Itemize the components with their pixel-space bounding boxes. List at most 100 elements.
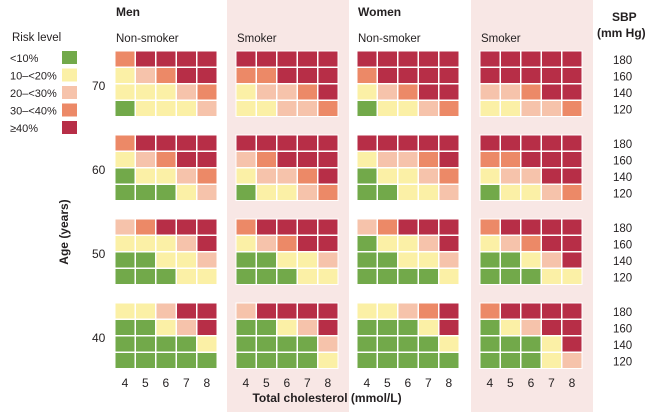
cholesterol-tick-label: 6 [163, 376, 170, 390]
risk-cell [276, 134, 298, 152]
risk-cell [356, 83, 378, 101]
risk-cell [135, 302, 156, 320]
risk-cell [541, 335, 562, 353]
risk-cell [114, 218, 136, 236]
risk-cell [561, 83, 583, 101]
risk-cell [176, 167, 197, 185]
risk-cell [297, 335, 318, 353]
risk-cell [397, 302, 419, 320]
sbp-tick-label: 120 [613, 189, 632, 201]
risk-cells [114, 50, 583, 369]
risk-cell [297, 218, 318, 236]
risk-cell [256, 335, 277, 353]
risk-cell [520, 134, 542, 152]
risk-cell [135, 319, 156, 336]
risk-cell [196, 251, 218, 269]
risk-cell [114, 83, 136, 101]
risk-cell [317, 100, 339, 117]
risk-cell [276, 50, 298, 68]
risk-cell [155, 83, 177, 101]
risk-cell [176, 83, 197, 101]
risk-cell [397, 218, 419, 236]
risk-cell [377, 83, 398, 101]
risk-cell [317, 83, 339, 101]
sbp-title-line2: (mm Hg) [597, 26, 646, 40]
risk-cell [317, 268, 339, 285]
risk-cell [317, 151, 339, 168]
risk-cell [155, 134, 177, 152]
risk-cell [356, 268, 378, 285]
risk-cell [235, 251, 257, 269]
risk-cell [176, 268, 197, 285]
risk-cell [541, 218, 562, 236]
risk-cell [317, 235, 339, 252]
risk-cell [317, 302, 339, 320]
risk-cell [196, 100, 218, 117]
risk-cell [520, 235, 542, 252]
risk-cell [377, 319, 398, 336]
risk-cell [397, 100, 419, 117]
risk-cell [114, 352, 136, 369]
cholesterol-tick-label: 5 [142, 376, 149, 390]
cholesterol-tick-label: 7 [425, 376, 432, 390]
risk-cell [297, 134, 318, 152]
risk-cell [500, 268, 521, 285]
risk-cell [438, 50, 460, 68]
risk-cell [235, 352, 257, 369]
risk-cell [397, 335, 419, 353]
sbp-tick-label: 140 [613, 256, 632, 268]
risk-cell [235, 218, 257, 236]
risk-cell [135, 100, 156, 117]
risk-cell [176, 218, 197, 236]
risk-cell [438, 134, 460, 152]
risk-cell [196, 67, 218, 84]
sbp-tick-label: 180 [613, 307, 632, 319]
risk-cell [561, 218, 583, 236]
risk-cell [438, 100, 460, 117]
risk-cell [500, 218, 521, 236]
risk-cell [520, 302, 542, 320]
legend-title: Risk level [12, 32, 61, 44]
risk-cell [196, 352, 218, 369]
legend-label: 20–<30% [10, 88, 57, 100]
risk-cell [235, 151, 257, 168]
risk-cell [541, 268, 562, 285]
risk-cell [418, 83, 439, 101]
risk-cell [520, 319, 542, 336]
risk-cell [135, 134, 156, 152]
risk-cell [176, 319, 197, 336]
risk-cell [356, 319, 378, 336]
risk-cell [317, 184, 339, 201]
risk-cell [256, 352, 277, 369]
risk-cell [397, 50, 419, 68]
risk-cell [235, 319, 257, 336]
risk-cell [317, 352, 339, 369]
risk-cell [176, 67, 197, 84]
risk-cell [397, 83, 419, 101]
risk-cell [520, 151, 542, 168]
risk-cell [438, 184, 460, 201]
risk-cell [297, 100, 318, 117]
legend-label: 10–<20% [10, 71, 57, 83]
risk-cell [418, 352, 439, 369]
risk-cell [297, 302, 318, 320]
risk-cell [377, 50, 398, 68]
risk-cell [397, 268, 419, 285]
risk-cell [276, 335, 298, 353]
risk-cell [438, 151, 460, 168]
sbp-tick-label: 140 [613, 340, 632, 352]
risk-cell [155, 184, 177, 201]
risk-cell [176, 184, 197, 201]
risk-cell [114, 184, 136, 201]
risk-cell [479, 302, 501, 320]
risk-cell [196, 268, 218, 285]
risk-cell [196, 335, 218, 353]
risk-cell [356, 134, 378, 152]
risk-cell [520, 352, 542, 369]
risk-cell [256, 218, 277, 236]
risk-cell [500, 83, 521, 101]
risk-cell [114, 100, 136, 117]
risk-cell [196, 83, 218, 101]
risk-cell [418, 50, 439, 68]
sbp-tick-label: 180 [613, 223, 632, 235]
